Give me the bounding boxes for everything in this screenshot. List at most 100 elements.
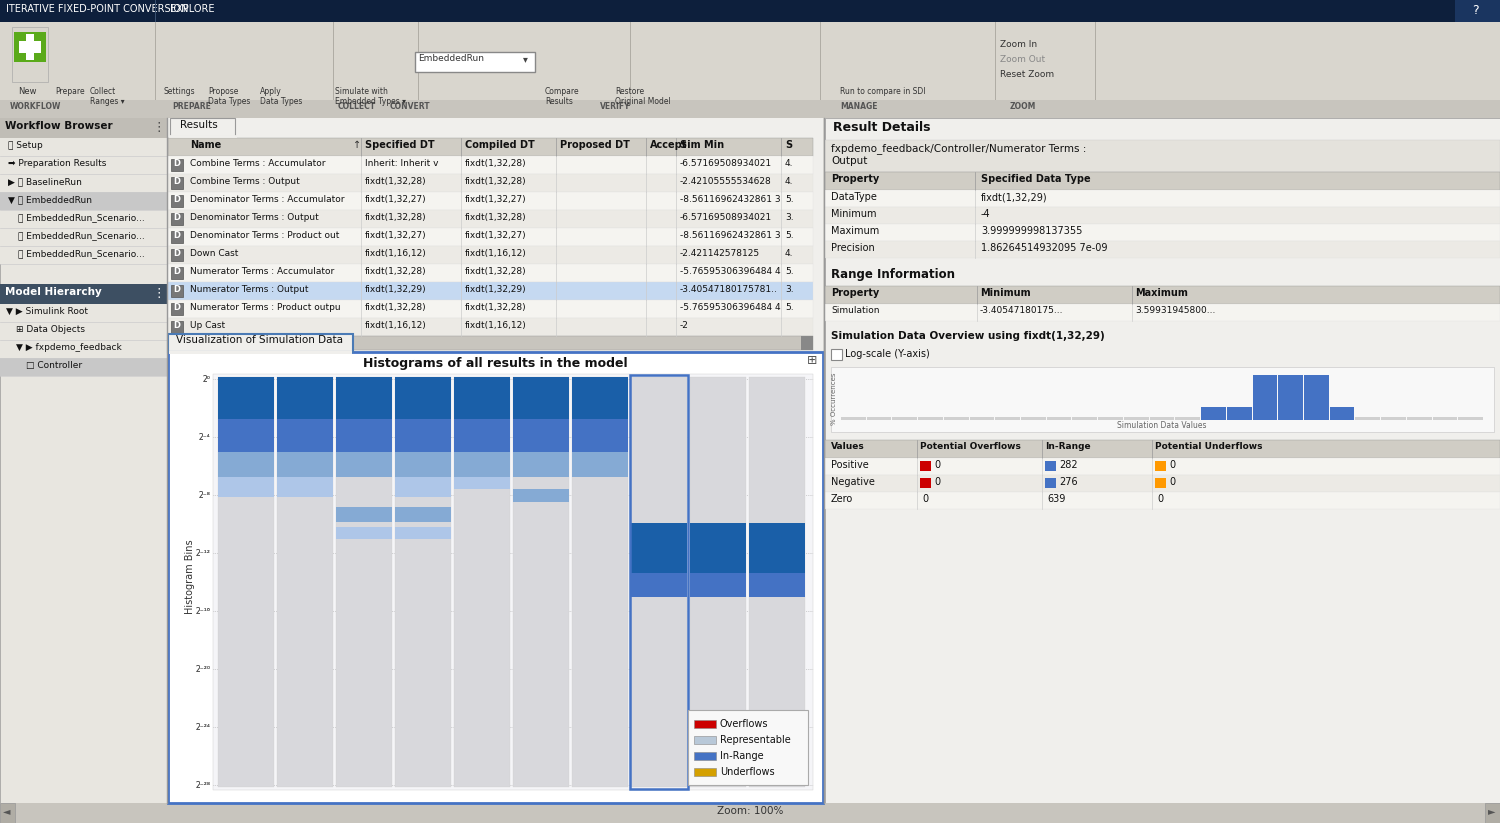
Bar: [572, 419, 628, 452]
Bar: [630, 375, 688, 789]
Text: Output: Output: [831, 156, 867, 166]
Text: D: D: [172, 249, 180, 258]
Text: fixdt(1,32,27): fixdt(1,32,27): [364, 195, 426, 204]
Bar: [217, 452, 274, 477]
Text: 2⁻⁴: 2⁻⁴: [198, 433, 210, 441]
Text: 2⁻⁸: 2⁻⁸: [198, 491, 210, 500]
Bar: [0, 228, 166, 246]
Bar: [217, 377, 274, 787]
Text: 5.: 5.: [784, 231, 794, 240]
Bar: [1155, 478, 1166, 488]
Bar: [171, 195, 183, 207]
Text: -2.42105555534628: -2.42105555534628: [680, 177, 771, 186]
Bar: [0, 803, 1500, 823]
Text: Sim Min: Sim Min: [680, 140, 724, 150]
Text: Reset Zoom: Reset Zoom: [1000, 70, 1054, 79]
Text: 2⁻²⁸: 2⁻²⁸: [195, 780, 210, 789]
Text: Compare
Results: Compare Results: [544, 87, 579, 106]
Text: 2⁻¹²: 2⁻¹²: [195, 548, 210, 557]
Bar: [394, 377, 451, 787]
Bar: [336, 377, 392, 419]
Text: ⋮: ⋮: [152, 121, 165, 134]
Text: Settings: Settings: [164, 87, 195, 96]
Bar: [0, 0, 1500, 22]
Bar: [171, 159, 183, 171]
Text: D: D: [172, 195, 180, 204]
Bar: [278, 419, 333, 452]
Bar: [969, 416, 994, 420]
Text: ▼ 🔄 EmbeddedRun: ▼ 🔄 EmbeddedRun: [8, 195, 92, 204]
Bar: [1304, 374, 1329, 420]
Text: ⊞ Data Objects: ⊞ Data Objects: [16, 325, 86, 334]
Text: 2⁻²⁴: 2⁻²⁴: [195, 723, 210, 732]
Bar: [0, 284, 166, 304]
Text: Zero: Zero: [831, 494, 854, 504]
Text: COLLECT: COLLECT: [338, 102, 376, 111]
Text: ▼ ▶ Simulink Root: ▼ ▶ Simulink Root: [6, 307, 88, 316]
Text: Denominator Terms : Accumulator: Denominator Terms : Accumulator: [190, 195, 345, 204]
Text: Name: Name: [190, 140, 222, 150]
Bar: [748, 573, 806, 597]
Bar: [0, 803, 15, 823]
Text: fixdt(1,16,12): fixdt(1,16,12): [364, 249, 426, 258]
Bar: [694, 736, 715, 744]
Bar: [513, 452, 568, 477]
Text: Precision: Precision: [831, 243, 874, 253]
Text: 1.86264514932095 7e-09: 1.86264514932095 7e-09: [981, 243, 1107, 253]
Bar: [1098, 416, 1124, 420]
Text: 2⁻¹²: 2⁻¹²: [195, 548, 210, 557]
Text: Denominator Terms : Product out: Denominator Terms : Product out: [190, 231, 339, 240]
Text: Numerator Terms : Product outpu: Numerator Terms : Product outpu: [190, 303, 340, 312]
Text: Potential Overflows: Potential Overflows: [920, 442, 1022, 451]
Text: Specified Data Type: Specified Data Type: [981, 174, 1090, 184]
Bar: [336, 419, 392, 452]
Bar: [168, 174, 813, 192]
Text: ?: ?: [1472, 4, 1479, 17]
Bar: [825, 207, 1500, 224]
Bar: [694, 768, 715, 776]
Text: % Occurrences: % Occurrences: [831, 373, 837, 425]
Text: 282: 282: [1059, 460, 1077, 470]
Bar: [688, 710, 808, 785]
Bar: [394, 377, 451, 419]
Bar: [825, 286, 1500, 304]
Bar: [168, 336, 813, 350]
Text: fixdt(1,32,28): fixdt(1,32,28): [364, 213, 426, 222]
Bar: [1407, 416, 1431, 420]
Text: Simulation Data Overview using fixdt(1,32,29): Simulation Data Overview using fixdt(1,3…: [831, 331, 1104, 341]
Text: 5.: 5.: [784, 267, 794, 276]
Bar: [217, 477, 274, 497]
Text: MANAGE: MANAGE: [840, 102, 878, 111]
Text: -2: -2: [680, 321, 688, 330]
Text: 0: 0: [934, 477, 940, 487]
Text: Maximum: Maximum: [831, 226, 879, 236]
Text: D: D: [172, 213, 180, 222]
Bar: [0, 340, 166, 358]
Bar: [1046, 478, 1056, 488]
Bar: [825, 492, 1500, 509]
Text: Prepare: Prepare: [56, 87, 84, 96]
Text: Histogram Bins: Histogram Bins: [184, 540, 195, 614]
Bar: [1382, 416, 1406, 420]
Text: 4.: 4.: [784, 159, 794, 168]
Text: 0: 0: [1156, 494, 1162, 504]
Text: D: D: [172, 231, 180, 240]
Text: Minimum: Minimum: [831, 209, 876, 219]
Text: fxpdemo_feedback/Controller/Numerator Terms :: fxpdemo_feedback/Controller/Numerator Te…: [831, 143, 1086, 154]
Text: -2.421142578125: -2.421142578125: [680, 249, 760, 258]
Bar: [336, 377, 392, 787]
Bar: [1176, 416, 1200, 420]
Text: fixdt(1,32,28): fixdt(1,32,28): [465, 303, 526, 312]
Bar: [168, 138, 813, 156]
Text: -5.76595306396484 4: -5.76595306396484 4: [680, 303, 780, 312]
Text: 0: 0: [934, 460, 940, 470]
Text: ⋮: ⋮: [152, 287, 165, 300]
Text: New: New: [18, 87, 36, 96]
Text: Model Hierarchy: Model Hierarchy: [4, 287, 102, 297]
Text: 2⁻²⁰: 2⁻²⁰: [195, 664, 210, 673]
Bar: [1047, 416, 1071, 420]
Bar: [825, 458, 1500, 475]
Bar: [168, 156, 813, 174]
Text: 2⁰: 2⁰: [202, 374, 210, 384]
Text: Compiled DT: Compiled DT: [465, 140, 534, 150]
